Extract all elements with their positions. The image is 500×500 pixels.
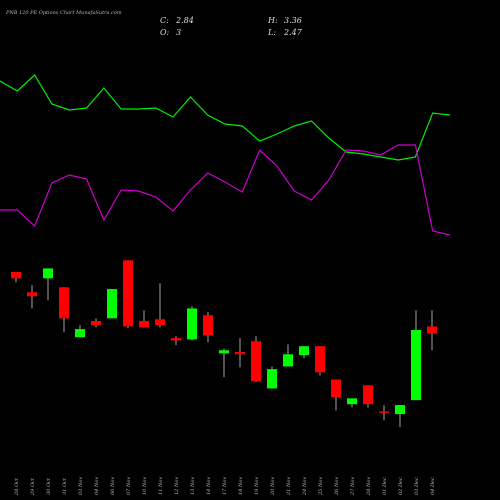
candle-body (11, 272, 21, 279)
ohlc-label: O: (160, 28, 170, 37)
x-tick-label: 11 Nov (158, 477, 164, 495)
x-tick-label: 24 Nov (302, 477, 308, 496)
x-tick-label: 25 Nov (318, 477, 324, 496)
x-tick-label: 04 Dec (430, 477, 436, 495)
x-tick-label: 01 Dec (382, 477, 388, 495)
candle-body (187, 308, 197, 340)
x-tick-label: 13 Nov (190, 477, 196, 495)
indicator-line (0, 74, 451, 161)
x-tick-label: 04 Nov (94, 477, 100, 495)
x-tick-label: 10 Nov (142, 477, 148, 495)
ohlc-label: L: (267, 28, 276, 37)
candle-body (283, 354, 293, 367)
candle-body (267, 369, 277, 389)
candle-body (363, 385, 373, 405)
candle-body (315, 346, 325, 373)
ohlc-label: H: (267, 16, 278, 25)
candle-body (171, 338, 181, 341)
candle-body (379, 411, 389, 413)
ohlc-value: 2.84 (175, 16, 194, 25)
x-tick-label: 02 Dec (398, 477, 404, 495)
x-tick-label: 26 Nov (334, 477, 340, 496)
candle-body (411, 330, 421, 401)
candle-body (251, 341, 261, 382)
x-tick-label: 06 Nov (110, 477, 116, 495)
candle-body (427, 326, 437, 334)
candle-body (43, 268, 53, 279)
candle-body (123, 260, 133, 327)
candle-body (75, 329, 85, 338)
ohlc-value: 2.47 (283, 28, 303, 37)
x-tick-label: 03 Nov (78, 477, 84, 495)
candle-body (347, 398, 357, 405)
ohlc-value: 3.36 (284, 16, 302, 25)
x-tick-label: 03 Dec (414, 477, 420, 495)
candle-body (91, 321, 101, 326)
candle-body (219, 350, 229, 354)
chart-title: PNB 120 PE Options Chart MunafaSutra.com (5, 10, 122, 16)
ohlc-value: 3 (176, 28, 181, 37)
x-tick-label: 07 Nov (126, 477, 132, 495)
candle-body (395, 405, 405, 415)
x-tick-label: 29 Oct (30, 477, 36, 496)
candle-body (155, 319, 165, 326)
candle-body (139, 321, 149, 328)
candle-body (27, 292, 37, 297)
candle-body (107, 289, 117, 319)
x-tick-label: 21 Nov (286, 477, 292, 496)
x-tick-label: 17 Nov (222, 477, 228, 495)
candle-body (299, 346, 309, 356)
x-tick-label: 18 Nov (238, 477, 244, 495)
ohlc-label: C: (160, 16, 169, 25)
indicator-line (0, 144, 451, 236)
x-tick-label: 30 Oct (46, 477, 52, 495)
candle-body (331, 379, 341, 398)
x-tick-label: 28 Nov (366, 477, 372, 496)
x-tick-label: 14 Nov (206, 477, 212, 495)
x-tick-label: 28 Oct (14, 477, 20, 496)
x-tick-label: 20 Nov (270, 477, 276, 496)
x-tick-label: 27 Nov (350, 477, 356, 496)
candle-body (235, 352, 245, 355)
x-tick-label: 12 Nov (174, 477, 180, 495)
candle-body (59, 287, 69, 319)
x-tick-label: 19 Nov (254, 477, 260, 495)
candle-body (203, 315, 213, 336)
x-tick-label: 31 Oct (62, 477, 68, 495)
